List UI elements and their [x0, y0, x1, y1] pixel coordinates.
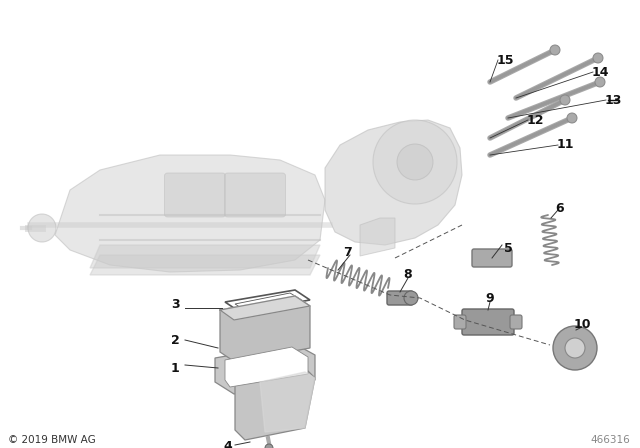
Polygon shape: [90, 255, 320, 275]
FancyBboxPatch shape: [387, 291, 413, 305]
FancyBboxPatch shape: [454, 315, 466, 329]
Polygon shape: [220, 296, 310, 362]
Circle shape: [265, 444, 273, 448]
Polygon shape: [325, 120, 462, 245]
Circle shape: [397, 144, 433, 180]
Polygon shape: [90, 245, 320, 268]
Polygon shape: [235, 368, 315, 440]
Text: 6: 6: [556, 202, 564, 215]
Polygon shape: [55, 155, 325, 272]
Circle shape: [595, 77, 605, 87]
Circle shape: [553, 326, 597, 370]
Text: 466316: 466316: [590, 435, 630, 445]
FancyBboxPatch shape: [164, 173, 225, 217]
Circle shape: [404, 291, 418, 305]
Text: 3: 3: [171, 298, 179, 311]
Circle shape: [565, 338, 585, 358]
Text: 7: 7: [344, 246, 353, 258]
FancyBboxPatch shape: [462, 309, 514, 335]
Text: 4: 4: [223, 440, 232, 448]
Circle shape: [567, 113, 577, 123]
Text: 8: 8: [404, 268, 412, 281]
Polygon shape: [225, 347, 308, 387]
Text: 1: 1: [171, 362, 179, 375]
FancyBboxPatch shape: [225, 173, 285, 217]
Circle shape: [560, 95, 570, 105]
Text: 5: 5: [504, 241, 513, 254]
Circle shape: [28, 214, 56, 242]
Circle shape: [550, 45, 560, 55]
Polygon shape: [220, 296, 310, 320]
FancyBboxPatch shape: [472, 249, 512, 267]
Text: 13: 13: [604, 94, 621, 107]
Text: 15: 15: [496, 53, 514, 66]
Text: 9: 9: [486, 292, 494, 305]
Polygon shape: [360, 218, 395, 256]
Text: 2: 2: [171, 333, 179, 346]
Text: © 2019 BMW AG: © 2019 BMW AG: [8, 435, 96, 445]
Text: 11: 11: [556, 138, 573, 151]
Circle shape: [373, 120, 457, 204]
Text: 14: 14: [591, 65, 609, 78]
Text: 12: 12: [526, 113, 544, 126]
Polygon shape: [215, 344, 315, 394]
Text: 10: 10: [573, 319, 591, 332]
FancyBboxPatch shape: [510, 315, 522, 329]
Circle shape: [593, 53, 603, 63]
Polygon shape: [235, 293, 305, 312]
Polygon shape: [260, 372, 315, 432]
